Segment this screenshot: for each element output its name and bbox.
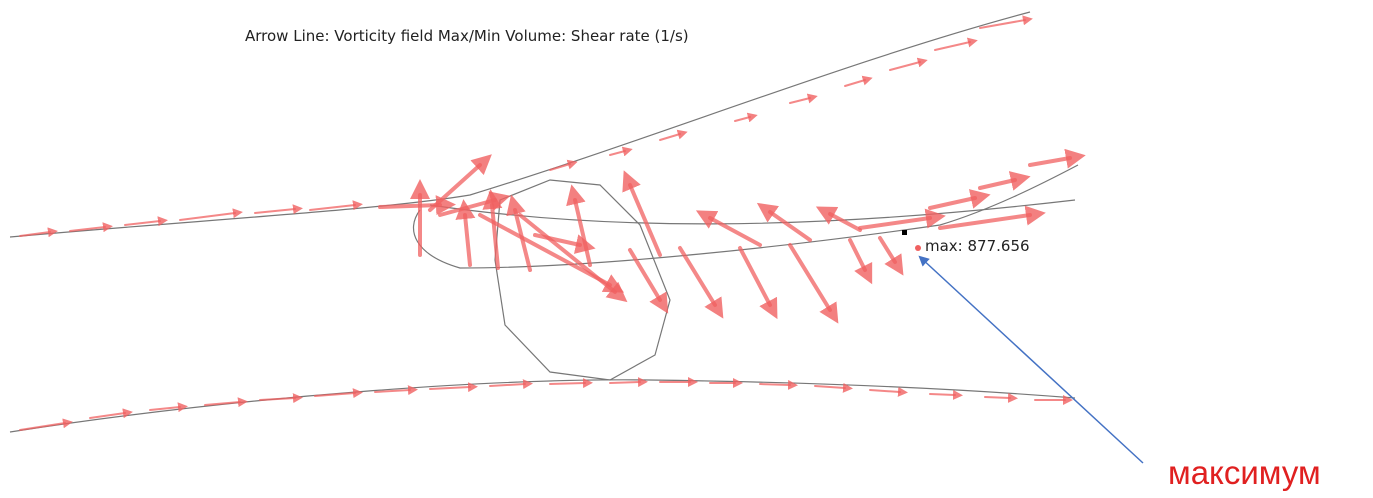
vector-arrow bbox=[760, 384, 790, 385]
vector-arrow bbox=[930, 394, 955, 395]
vector-arrow bbox=[550, 383, 585, 384]
background bbox=[0, 0, 1373, 498]
max-marker bbox=[915, 245, 921, 251]
page: Arrow Line: Vorticity field Max/Min Volu… bbox=[0, 0, 1373, 498]
max-point bbox=[902, 230, 907, 235]
vector-arrow bbox=[985, 397, 1010, 398]
visualization: Arrow Line: Vorticity field Max/Min Volu… bbox=[0, 0, 1373, 498]
annotation: максимум bbox=[1168, 454, 1321, 491]
vector-arrow bbox=[610, 382, 640, 383]
title: Arrow Line: Vorticity field Max/Min Volu… bbox=[245, 27, 689, 45]
max-label: max: 877.656 bbox=[925, 237, 1030, 255]
